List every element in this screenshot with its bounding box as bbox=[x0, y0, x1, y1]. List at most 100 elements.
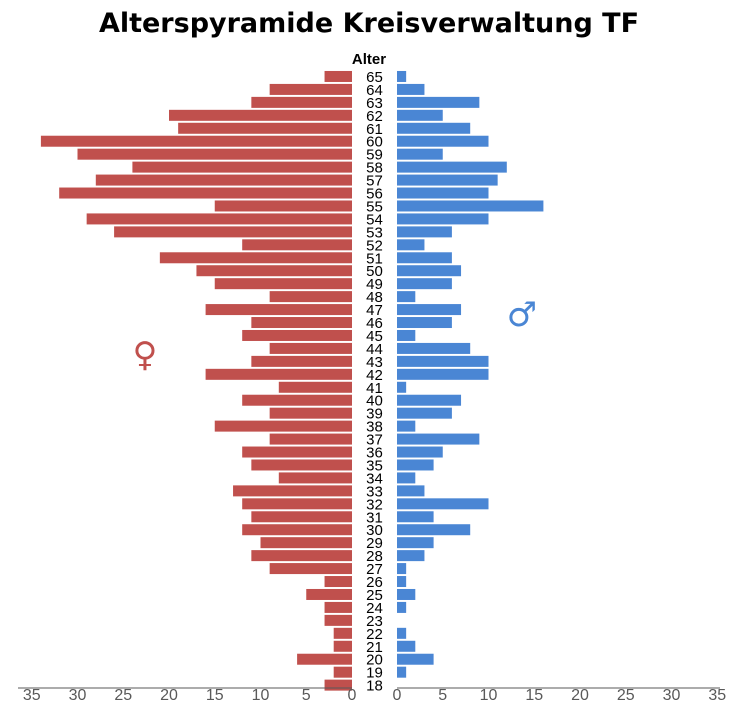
age-label-49: 49 bbox=[366, 276, 383, 293]
male-bar-41 bbox=[397, 381, 407, 393]
female-bar-50 bbox=[196, 265, 352, 277]
male-bar-54 bbox=[397, 213, 489, 225]
female-bar-37 bbox=[269, 433, 352, 445]
left-x-tick-20: 20 bbox=[160, 687, 178, 703]
age-label-35: 35 bbox=[366, 457, 383, 474]
female-bar-24 bbox=[324, 601, 352, 613]
male-bar-32 bbox=[397, 498, 489, 510]
male-bar-59 bbox=[397, 148, 443, 160]
age-label-43: 43 bbox=[366, 354, 383, 371]
male-bar-61 bbox=[397, 122, 471, 134]
age-label-28: 28 bbox=[366, 548, 383, 565]
female-bar-57 bbox=[95, 174, 353, 186]
left-x-tick-30: 30 bbox=[69, 687, 87, 703]
female-bar-40 bbox=[242, 394, 352, 406]
left-x-tick-5: 5 bbox=[302, 687, 311, 703]
age-label-55: 55 bbox=[366, 198, 383, 215]
age-label-22: 22 bbox=[366, 626, 383, 643]
male-bar-20 bbox=[397, 653, 434, 665]
female-bar-55 bbox=[214, 200, 352, 212]
female-bar-44 bbox=[269, 342, 352, 354]
age-label-24: 24 bbox=[366, 600, 383, 617]
age-label-19: 19 bbox=[366, 665, 383, 682]
male-bar-56 bbox=[397, 187, 489, 199]
male-bar-64 bbox=[397, 83, 425, 95]
female-bar-56 bbox=[59, 187, 352, 199]
age-label-54: 54 bbox=[366, 211, 383, 228]
male-bar-35 bbox=[397, 459, 434, 471]
female-bar-60 bbox=[40, 135, 353, 147]
age-label-46: 46 bbox=[366, 315, 383, 332]
age-label-57: 57 bbox=[366, 173, 383, 190]
age-label-45: 45 bbox=[366, 328, 383, 345]
male-bar-21 bbox=[397, 640, 416, 652]
male-bar-47 bbox=[397, 304, 462, 316]
male-bar-33 bbox=[397, 485, 425, 497]
female-bar-21 bbox=[333, 640, 352, 652]
male-bar-34 bbox=[397, 472, 416, 484]
left-x-tick-35: 35 bbox=[23, 687, 41, 703]
female-bar-22 bbox=[333, 627, 352, 639]
female-bar-58 bbox=[132, 161, 352, 173]
age-label-56: 56 bbox=[366, 186, 383, 203]
male-bar-36 bbox=[397, 446, 443, 458]
female-bar-20 bbox=[297, 653, 352, 665]
female-bar-34 bbox=[278, 472, 352, 484]
male-bar-31 bbox=[397, 511, 434, 523]
male-bar-51 bbox=[397, 252, 452, 264]
female-bar-32 bbox=[242, 498, 352, 510]
male-bar-42 bbox=[397, 368, 489, 380]
male-bar-50 bbox=[397, 265, 462, 277]
female-bars bbox=[40, 70, 353, 691]
age-label-32: 32 bbox=[366, 496, 383, 513]
female-bar-62 bbox=[169, 109, 352, 121]
female-bar-65 bbox=[324, 70, 352, 82]
female-bar-45 bbox=[242, 329, 352, 341]
age-label-60: 60 bbox=[366, 134, 383, 151]
age-label-39: 39 bbox=[366, 406, 383, 423]
male-bar-25 bbox=[397, 588, 416, 600]
female-bar-18 bbox=[324, 679, 352, 691]
age-label-52: 52 bbox=[366, 237, 383, 254]
age-label-48: 48 bbox=[366, 289, 383, 306]
age-label-23: 23 bbox=[366, 613, 383, 630]
age-label-41: 41 bbox=[366, 380, 383, 397]
female-bar-63 bbox=[251, 96, 352, 108]
female-bar-53 bbox=[114, 226, 352, 238]
female-bar-25 bbox=[306, 588, 352, 600]
age-label-63: 63 bbox=[366, 95, 383, 112]
age-label-51: 51 bbox=[366, 250, 383, 267]
female-bar-46 bbox=[251, 317, 352, 329]
age-label-20: 20 bbox=[366, 652, 383, 669]
female-bar-51 bbox=[159, 252, 352, 264]
age-label-62: 62 bbox=[366, 108, 383, 125]
male-bar-45 bbox=[397, 329, 416, 341]
female-bar-28 bbox=[251, 550, 352, 562]
female-bar-43 bbox=[251, 355, 352, 367]
male-bar-22 bbox=[397, 627, 407, 639]
left-x-tick-25: 25 bbox=[114, 687, 132, 703]
age-label-21: 21 bbox=[366, 639, 383, 656]
age-labels: 6564636261605958575655545352515049484746… bbox=[366, 69, 383, 695]
male-bars bbox=[397, 70, 544, 678]
male-bar-53 bbox=[397, 226, 452, 238]
x-tick-labels: 35 30 25 20 15 10 5 0 0 5 10 15 20 25 30 35 bbox=[23, 687, 726, 703]
male-bar-43 bbox=[397, 355, 489, 367]
left-x-tick-0: 0 bbox=[348, 687, 357, 703]
age-label-47: 47 bbox=[366, 302, 383, 319]
male-bar-44 bbox=[397, 342, 471, 354]
female-bar-19 bbox=[333, 666, 352, 678]
right-x-tick-35: 35 bbox=[708, 687, 726, 703]
male-bar-52 bbox=[397, 239, 425, 251]
female-bar-61 bbox=[178, 122, 352, 134]
female-bar-49 bbox=[214, 278, 352, 290]
male-bar-27 bbox=[397, 563, 407, 575]
male-bar-57 bbox=[397, 174, 498, 186]
male-bar-40 bbox=[397, 394, 462, 406]
male-bar-28 bbox=[397, 550, 425, 562]
female-bar-59 bbox=[77, 148, 352, 160]
left-x-tick-15: 15 bbox=[206, 687, 224, 703]
age-label-29: 29 bbox=[366, 535, 383, 552]
male-bar-19 bbox=[397, 666, 407, 678]
